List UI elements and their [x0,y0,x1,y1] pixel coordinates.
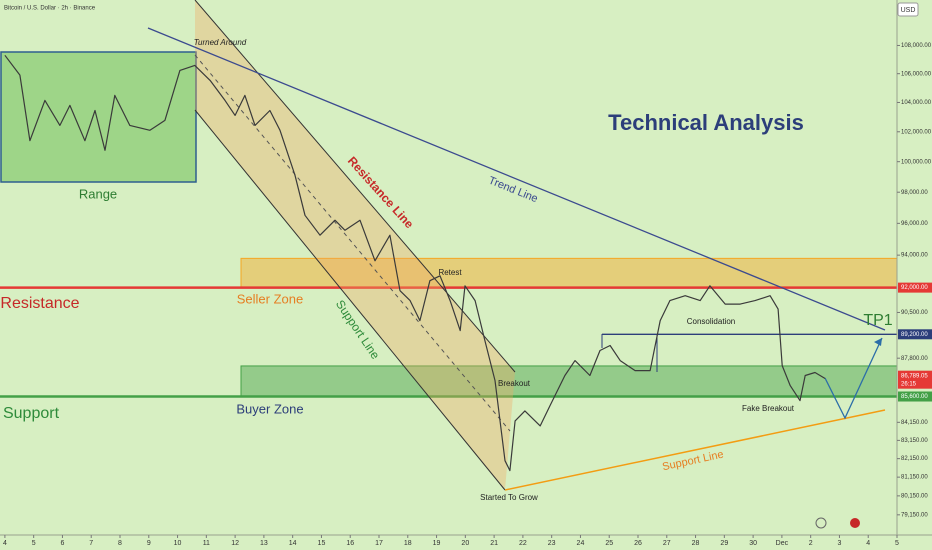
x-tick-label: 8 [118,540,122,547]
y-tick-label: 87,800.00 [901,356,928,362]
x-tick-label: 7 [89,540,93,547]
arrow-head [874,338,882,346]
x-tick-label: 11 [203,540,210,547]
x-tick-label: 10 [174,540,182,547]
currency-box[interactable] [897,2,919,17]
annotation: Seller Zone [237,291,303,306]
x-tick-label: 29 [720,540,728,547]
y-tick-label: 96,000.00 [901,221,928,227]
annotation: Technical Analysis [608,110,804,135]
annotation: Started To Grow [480,493,538,502]
channel-lower [194,109,506,491]
x-tick-label: 2 [809,540,813,547]
x-tick-label: 20 [461,540,469,547]
price-tag-label: 89,200.00 [901,332,928,338]
projection [824,337,883,420]
x-tick-label: 23 [548,540,556,547]
x-tick-label: 13 [260,540,268,547]
y-tick-label: 106,000.00 [901,71,932,77]
zone [240,365,898,398]
x-tick-label: 18 [404,540,412,547]
x-tick-label: 16 [346,540,354,547]
price-tag [898,329,932,340]
channel [195,0,515,490]
price-tag [898,370,932,389]
x-tick-label: 14 [289,540,297,547]
x-tick-label: 26 [634,540,642,547]
annotation: Breakout [498,379,531,388]
x-tick-label: 9 [147,540,151,547]
annotation: Buyer Zone [236,401,303,416]
x-tick-label: 19 [433,540,441,547]
price-tag-label: 86,789.05 [901,373,928,379]
currency: USD [901,7,916,14]
price-tag-label: 92,000.00 [901,285,928,291]
y-tick-label: 83,150.00 [901,438,928,444]
support-trend-line [504,409,886,491]
x-tick-label: 27 [663,540,671,547]
range-box [0,51,197,183]
y-tick-label: 98,000.00 [901,190,928,196]
countdown: 26:15 [901,381,917,387]
price-tag [898,282,932,293]
x-tick-label: 3 [837,540,841,547]
price-tag-label: 85,600.00 [901,394,928,400]
y-tick-label: 108,000.00 [901,43,932,49]
chart-title: Bitcoin / U.S. Dollar · 2h · Binance [4,6,96,12]
y-tick-label: 79,150.00 [901,512,928,518]
flag-icon[interactable] [850,518,860,528]
annotation: Retest [438,268,462,277]
y-tick-label: 81,150.00 [901,475,928,481]
y-tick-label: 84,150.00 [901,420,928,426]
annotation: Support [3,405,60,422]
y-tick-label: 90,500.00 [901,310,928,316]
trend-line [147,27,886,331]
x-tick-label: 30 [749,540,757,547]
x-tick-label: 5 [895,540,899,547]
x-tick-label: 24 [577,540,585,547]
zone [240,257,898,289]
y-tick-label: 94,000.00 [901,253,928,259]
annotation: Consolidation [687,317,735,326]
y-tick-label: 104,000.00 [901,100,932,106]
replay-icon[interactable] [815,517,827,529]
x-tick-label: 4 [866,540,870,547]
x-tick-label: 6 [60,540,64,547]
price-tag [898,391,932,402]
x-tick-label: 5 [32,540,36,547]
x-tick-label: 4 [3,540,7,547]
annotation: TP1 [863,312,892,329]
y-axis-panel [897,0,932,550]
price-line [4,54,826,472]
y-tick-label: 100,000.00 [901,159,932,165]
x-tick-label: 28 [692,540,700,547]
y-tick-label: 102,000.00 [901,129,932,135]
x-tick-label: 15 [318,540,326,547]
x-tick-label: Dec [776,540,789,547]
annotation: Fake Breakout [742,404,795,413]
y-tick-label: 82,150.00 [901,456,928,462]
channel-mid [194,54,511,432]
x-tick-label: 12 [231,540,239,547]
x-tick-label: 17 [375,540,383,547]
channel-upper [194,0,516,373]
x-tick-label: 25 [605,540,613,547]
x-tick-label: 22 [519,540,527,547]
annotation: Turned Around [194,38,247,47]
y-tick-label: 80,150.00 [901,493,928,499]
annotation: Resistance [0,295,79,312]
x-tick-label: 21 [490,540,498,547]
annotation: Range [79,186,117,201]
